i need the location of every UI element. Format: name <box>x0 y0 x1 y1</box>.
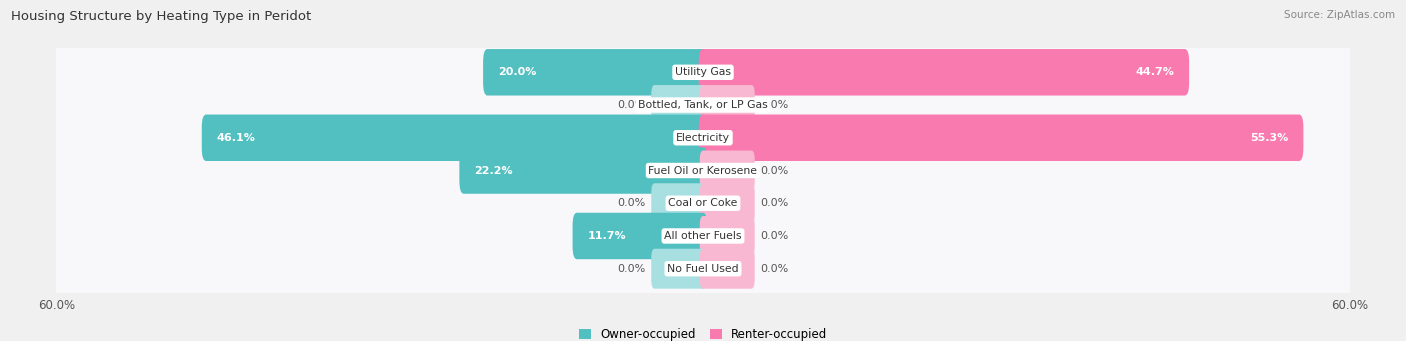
FancyBboxPatch shape <box>700 216 755 256</box>
FancyBboxPatch shape <box>53 198 1353 273</box>
Text: Utility Gas: Utility Gas <box>675 67 731 77</box>
FancyBboxPatch shape <box>53 68 1353 143</box>
Text: 0.0%: 0.0% <box>617 198 645 208</box>
FancyBboxPatch shape <box>53 231 1353 306</box>
Text: All other Fuels: All other Fuels <box>664 231 742 241</box>
Text: 11.7%: 11.7% <box>588 231 626 241</box>
FancyBboxPatch shape <box>572 213 707 259</box>
FancyBboxPatch shape <box>651 249 706 289</box>
FancyBboxPatch shape <box>53 100 1353 175</box>
Text: Bottled, Tank, or LP Gas: Bottled, Tank, or LP Gas <box>638 100 768 110</box>
FancyBboxPatch shape <box>700 85 755 125</box>
Text: No Fuel Used: No Fuel Used <box>668 264 738 274</box>
FancyBboxPatch shape <box>700 183 755 223</box>
FancyBboxPatch shape <box>460 147 707 194</box>
Text: Housing Structure by Heating Type in Peridot: Housing Structure by Heating Type in Per… <box>11 10 312 23</box>
FancyBboxPatch shape <box>53 166 1353 241</box>
Text: 0.0%: 0.0% <box>761 165 789 176</box>
FancyBboxPatch shape <box>202 115 707 161</box>
FancyBboxPatch shape <box>484 49 707 95</box>
Text: Electricity: Electricity <box>676 133 730 143</box>
Text: 0.0%: 0.0% <box>761 100 789 110</box>
Text: 0.0%: 0.0% <box>617 264 645 274</box>
Text: 46.1%: 46.1% <box>217 133 256 143</box>
FancyBboxPatch shape <box>53 35 1353 110</box>
Text: Fuel Oil or Kerosene: Fuel Oil or Kerosene <box>648 165 758 176</box>
Text: 0.0%: 0.0% <box>617 100 645 110</box>
FancyBboxPatch shape <box>699 49 1189 95</box>
FancyBboxPatch shape <box>700 249 755 289</box>
Text: 0.0%: 0.0% <box>761 264 789 274</box>
FancyBboxPatch shape <box>699 115 1303 161</box>
FancyBboxPatch shape <box>53 133 1353 208</box>
Text: 22.2%: 22.2% <box>474 165 513 176</box>
Legend: Owner-occupied, Renter-occupied: Owner-occupied, Renter-occupied <box>579 328 827 341</box>
Text: Source: ZipAtlas.com: Source: ZipAtlas.com <box>1284 10 1395 20</box>
Text: 55.3%: 55.3% <box>1250 133 1288 143</box>
FancyBboxPatch shape <box>651 183 706 223</box>
Text: 0.0%: 0.0% <box>761 231 789 241</box>
Text: 20.0%: 20.0% <box>498 67 537 77</box>
FancyBboxPatch shape <box>700 150 755 191</box>
Text: Coal or Coke: Coal or Coke <box>668 198 738 208</box>
Text: 44.7%: 44.7% <box>1135 67 1174 77</box>
FancyBboxPatch shape <box>651 85 706 125</box>
Text: 0.0%: 0.0% <box>761 198 789 208</box>
